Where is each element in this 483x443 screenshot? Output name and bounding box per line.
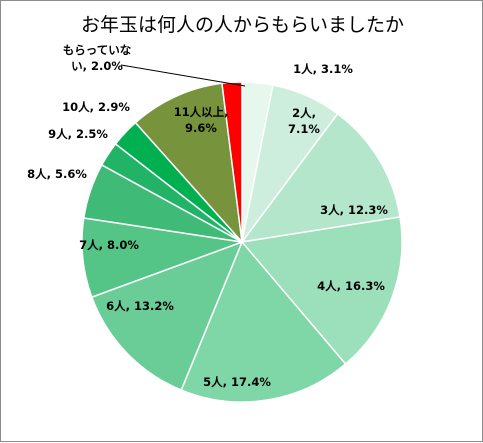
slice-label-12: もらっていない, 2.0% — [63, 43, 132, 73]
slice-label-3: 3人, 12.3% — [320, 203, 388, 217]
slice-label-9: 9人, 2.5% — [48, 127, 108, 141]
chart-title: お年玉は何人の人からもらいましたか — [80, 14, 404, 36]
pie-slice-4 — [240, 216, 403, 366]
slice-label-1: 1人, 3.1% — [293, 62, 353, 76]
slice-label-5: 5人, 17.4% — [203, 375, 271, 389]
slice-label-10: 10人, 2.9% — [62, 100, 130, 114]
slice-label-11: 11人以上, 9.6% — [174, 105, 229, 135]
slice-label-2: 2人, 7.1% — [288, 106, 320, 136]
pie-slice-6 — [90, 240, 244, 391]
pie-slice-12 — [221, 81, 243, 243]
slice-label-8: 8人, 5.6% — [27, 167, 87, 181]
pie-slice-3 — [240, 112, 401, 244]
slice-label-4: 4人, 16.3% — [317, 279, 385, 293]
leader-line — [120, 64, 246, 87]
slice-label-7: 7人, 8.0% — [79, 238, 139, 252]
slice-label-6: 6人, 13.2% — [106, 299, 174, 313]
pie-slice-11 — [134, 82, 244, 245]
pie-slice-5 — [180, 240, 347, 403]
